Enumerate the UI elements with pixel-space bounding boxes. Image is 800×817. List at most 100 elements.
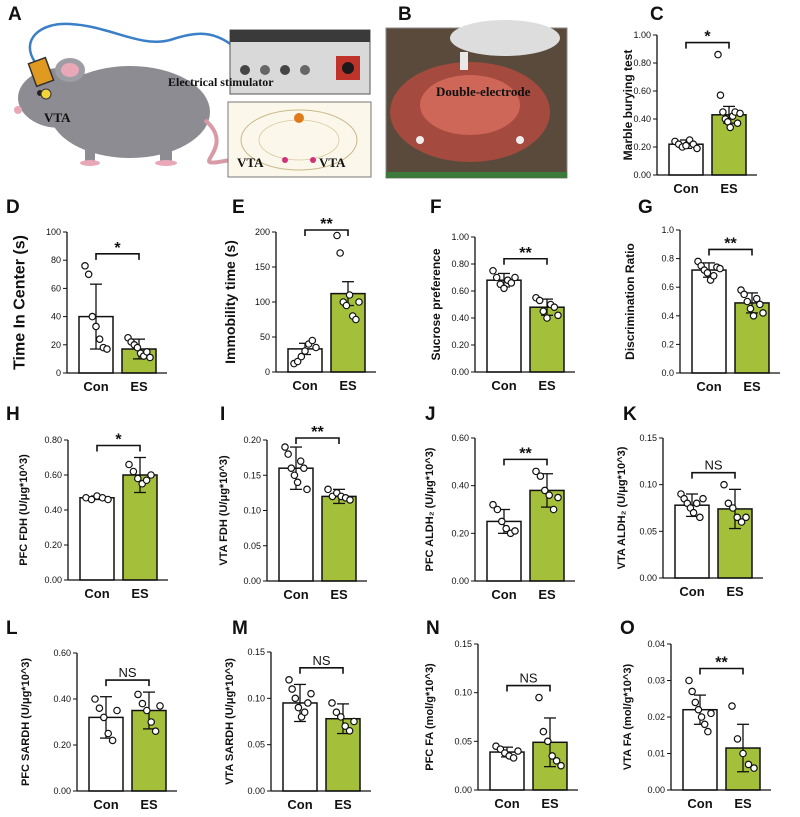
x-tick-label: ES <box>140 797 158 812</box>
data-point <box>728 504 737 512</box>
panel-o-vta-fa: O VTA FA (mol/g*10^3) Con ES 0.00 0.01 0.02 0.0… <box>620 618 771 811</box>
significance-bracket <box>95 253 140 260</box>
data-point <box>341 722 350 730</box>
y-tick-label: 1.00 <box>451 232 469 242</box>
data-point <box>548 752 557 760</box>
y-tick-label: 0.8 <box>661 254 674 264</box>
data-point <box>346 496 354 504</box>
data-point <box>143 348 151 356</box>
stimulator-knob <box>280 65 290 75</box>
data-point <box>129 467 138 476</box>
data-point <box>88 312 97 321</box>
mouse-paw <box>80 160 100 166</box>
data-point <box>691 698 700 707</box>
data-point <box>726 123 735 132</box>
y-tick-label: 0.00 <box>53 786 71 796</box>
panel-letter: C <box>650 4 664 25</box>
data-point <box>694 705 703 714</box>
data-point <box>740 290 748 299</box>
data-point <box>300 464 308 473</box>
y-tick-label: 0.0 <box>661 368 674 378</box>
y-tick-label: 0.00 <box>451 367 469 377</box>
data-point <box>714 50 722 59</box>
panel-l-pfc-sardh: L PFC SARDH (U/μg*10^3) Con ES 0.00 0.20 0.40 0… <box>6 618 177 812</box>
data-point <box>554 493 562 502</box>
data-point <box>500 284 508 293</box>
panel-letter: N <box>426 618 440 639</box>
data-point <box>342 301 351 310</box>
data-point <box>704 727 712 736</box>
data-point <box>492 273 501 282</box>
significance-label: * <box>115 432 122 449</box>
electrode-label: Double-electrode <box>436 84 531 99</box>
significance-label: ** <box>519 445 532 462</box>
panel-letter: M <box>232 618 248 639</box>
bar-con <box>691 269 727 374</box>
data-point <box>736 109 744 118</box>
significance-label: ** <box>320 216 333 233</box>
y-tick-label: 0.60 <box>451 433 469 443</box>
panel-letter: L <box>6 618 18 639</box>
data-point <box>549 505 558 514</box>
data-point <box>297 352 306 361</box>
y-axis-label: PFC FA (mol/g*10^3) <box>424 663 436 771</box>
bar-con <box>486 279 522 373</box>
y-tick-label: 0.03 <box>647 676 665 686</box>
y-tick-label: 0.20 <box>243 435 261 445</box>
data-point <box>543 314 551 322</box>
panel-i-vta-fdh: I VTA FDH (U/μg*10^3) Con ES 0.00 0.05 0.10 0.1… <box>218 404 367 602</box>
data-point <box>287 464 296 473</box>
data-point <box>493 505 502 514</box>
x-tick-label: ES <box>130 379 148 394</box>
significance-bracket <box>299 667 344 674</box>
y-tick-label: 0.00 <box>247 786 265 796</box>
panel-d-time-in-center: D Time In Center (s) Con ES 0 20 40 60 80 100 * <box>6 197 167 394</box>
surgery-photo-electrode <box>460 52 468 70</box>
x-tick-label: ES <box>131 586 149 601</box>
significance-label: NS <box>519 671 537 686</box>
y-tick-label: 1.00 <box>633 30 651 40</box>
y-tick-label: 0.40 <box>53 694 71 704</box>
x-tick-label: Con <box>491 587 516 602</box>
data-point <box>151 727 160 736</box>
panel-letter-a: A <box>8 4 22 25</box>
stimulator-label: Electrical stimulator <box>168 75 274 89</box>
data-point <box>743 297 752 306</box>
atlas-marker <box>294 113 304 123</box>
mouse-ear-inner <box>61 63 79 77</box>
data-point <box>697 713 706 721</box>
significance-bracket <box>691 471 736 479</box>
data-point <box>84 270 93 279</box>
y-tick-label: 0.4 <box>661 311 674 321</box>
x-tick-label: Con <box>679 584 704 599</box>
significance-bracket <box>503 458 548 466</box>
y-tick-label: 0.40 <box>451 481 469 491</box>
x-tick-label: ES <box>720 181 738 196</box>
significance-label: * <box>114 240 121 257</box>
y-tick-label: 0.40 <box>44 505 62 515</box>
y-axis-label: Marble burying test <box>621 50 635 161</box>
y-tick-label: 0.10 <box>639 480 657 490</box>
data-point <box>125 460 133 469</box>
data-point <box>540 486 549 495</box>
data-point <box>728 702 736 710</box>
data-point <box>336 249 344 257</box>
data-point <box>143 706 151 715</box>
significance-bracket <box>295 437 340 444</box>
data-point <box>532 467 540 476</box>
data-point <box>737 518 746 526</box>
significance-label: ** <box>724 235 737 252</box>
data-point <box>281 443 289 451</box>
x-tick-label: Con <box>687 796 712 811</box>
panel-letter: F <box>430 197 442 218</box>
x-tick-label: ES <box>330 587 348 602</box>
atlas-vta-left-marker <box>282 157 288 163</box>
data-point <box>550 303 559 312</box>
data-point <box>296 457 305 465</box>
x-tick-label: ES <box>734 796 752 811</box>
data-point <box>507 279 516 287</box>
x-tick-label: Con <box>287 797 312 812</box>
significance-label: NS <box>312 653 330 668</box>
vta-left-label: VTA <box>237 155 264 170</box>
